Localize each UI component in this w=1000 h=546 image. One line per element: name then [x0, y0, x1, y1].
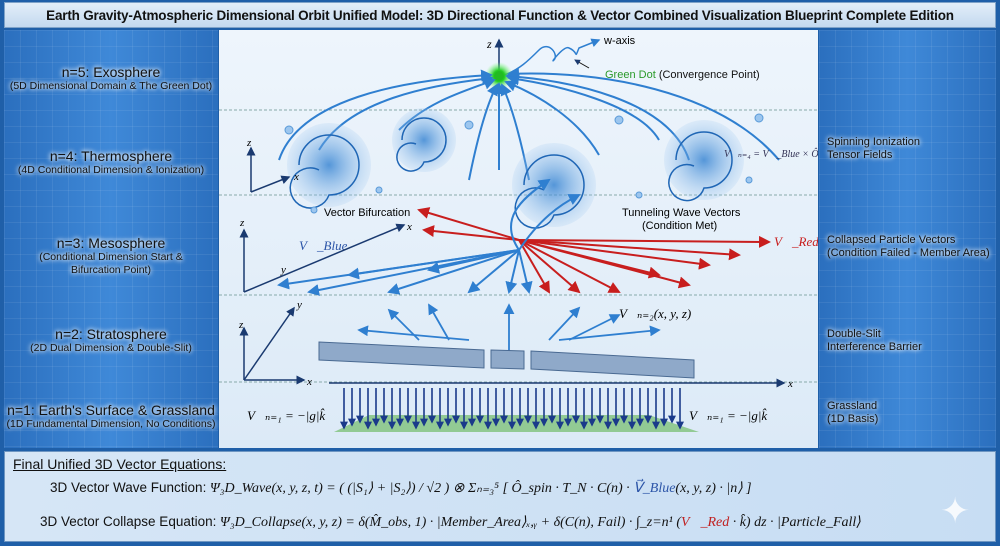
x-label: x	[293, 171, 299, 183]
v-blue-label: V⃗_Blue	[299, 238, 348, 253]
right-label-double-slit: Double-Slit Interference Barrier	[827, 328, 922, 354]
label-line: Interference Barrier	[827, 341, 922, 353]
green-dot-core	[494, 71, 504, 81]
right-label-grassland: Grassland (1D Basis)	[827, 400, 878, 426]
layer-panel-left: n=5: Exosphere (5D Dimensional Domain & T…	[4, 30, 218, 448]
x-axis-n3	[243, 223, 406, 293]
green-dot-label: Green Dot (Convergence Point)	[605, 69, 760, 81]
wave-expr: Ψ₃D_Wave(x, y, z, t) = ( (|S₁⟩ + |S₂⟩) /…	[209, 481, 634, 496]
v-n4-formula: V⃗ₙ₌₄ = V⃗_Blue × Ô_spin	[724, 148, 818, 160]
vector-bifurcation-label: Vector Bifurcation	[324, 207, 410, 219]
pointer-arrow	[574, 59, 590, 69]
layer-heading: n=5: Exosphere	[61, 64, 161, 80]
y-axis-n2	[243, 306, 295, 381]
collapse-expr: Ψ₃D_Collapse(x, y, z) = δ(M̂_obs, 1) · |…	[219, 515, 681, 530]
layer-n4: n=4: Thermosphere (4D Conditional Dimensi…	[4, 148, 218, 177]
tunneling-label: Tunneling Wave Vectors	[622, 207, 741, 219]
equations-panel: Final Unified 3D Vector Equations: 3D Ve…	[4, 451, 996, 542]
condition-met-label: (Condition Met)	[642, 220, 717, 232]
layer-n5: n=5: Exosphere (5D Dimensional Domain & T…	[4, 64, 218, 93]
y-label: y	[296, 299, 302, 311]
layer-sub: (5D Dimensional Domain & The Green Dot)	[9, 80, 213, 92]
page-title: Earth Gravity-Atmospheric Dimensional Or…	[4, 2, 996, 28]
layer-n3: n=3: Mesosphere (Conditional Dimension St…	[4, 235, 218, 277]
collapse-label: 3D Vector Collapse Equation:	[40, 514, 217, 529]
layer-sub: (2D Dual Dimension & Double-Slit)	[30, 342, 192, 354]
v-blue-term: V⃗_Blue	[633, 481, 676, 496]
red-vectors	[417, 207, 771, 294]
layer-sub: (Conditional Dimension Start & Bifurcati…	[39, 251, 183, 276]
gravity-vectors	[340, 388, 684, 430]
layer-n1: n=1: Earth's Surface & Grassland (1D Fund…	[4, 402, 218, 431]
label-line: Tensor Fields	[827, 149, 893, 161]
layer-heading: n=2: Stratosphere	[55, 326, 167, 342]
right-label-spinning: Spinning Ionization Tensor Fields	[827, 136, 920, 162]
z-label: z	[239, 217, 245, 229]
w-axis-label: w-axis	[603, 35, 636, 47]
label-line: Grassland	[827, 400, 878, 412]
label-line: (Condition Failed - Member Area)	[827, 247, 990, 259]
equations-heading: Final Unified 3D Vector Equations:	[13, 456, 227, 472]
label-line: (1D Basis)	[827, 413, 879, 425]
v-red-label: V⃗_Red	[774, 234, 818, 249]
label-line: Double-Slit	[827, 328, 881, 340]
v-red-term: V⃗_Red	[681, 515, 730, 530]
layer-sub: (1D Fundamental Dimension, No Conditions…	[6, 418, 216, 430]
z-label: z	[246, 137, 252, 149]
layer-heading: n=1: Earth's Surface & Grassland	[7, 402, 215, 418]
label-panel-right: Spinning Ionization Tensor Fields Collaps…	[819, 30, 996, 448]
y-label: y	[280, 264, 286, 276]
right-label-collapsed: Collapsed Particle Vectors (Condition Fai…	[827, 234, 990, 260]
z-label: z	[486, 37, 492, 51]
x-label: x	[406, 221, 412, 233]
z-label: z	[238, 319, 244, 331]
collapse-equation: 3D Vector Collapse Equation: Ψ₃D_Collaps…	[40, 514, 862, 531]
label-line: Collapsed Particle Vectors	[827, 234, 956, 246]
blue-vectors	[277, 178, 581, 296]
grassland-plane	[334, 415, 699, 432]
ionization-swirls	[284, 108, 764, 229]
layer-sub: (4D Conditional Dimension & Ionization)	[17, 164, 205, 176]
label-line: Spinning Ionization	[827, 136, 920, 148]
v-n2-formula: V⃗ₙ₌₂(x, y, z)	[619, 306, 691, 321]
layer-heading: n=4: Thermosphere	[49, 148, 173, 164]
x-label: x	[306, 376, 312, 388]
wave-function-label: 3D Vector Wave Function:	[50, 480, 207, 495]
wave-expr-end: (x, y, z) · |n⟩ ]	[675, 481, 752, 496]
layer-heading: n=3: Mesosphere	[56, 235, 166, 251]
v-n1-formula-right: V⃗ₙ₌₁ = −|g|k̂	[689, 408, 767, 423]
sparkle-icon: ✦	[940, 490, 971, 531]
x-axis-n4	[250, 175, 291, 193]
layer-n2: n=2: Stratosphere (2D Dual Dimension & Do…	[4, 326, 218, 355]
w-axis-helix	[503, 38, 601, 76]
diagram-canvas: z w-axis Green Dot (Convergence Point) V…	[219, 30, 840, 448]
green-dot-text: Green Dot	[605, 69, 656, 81]
x-label: x	[787, 378, 793, 390]
wave-function-equation: 3D Vector Wave Function: Ψ₃D_Wave(x, y, …	[50, 480, 752, 497]
convergence-text: (Convergence Point)	[659, 69, 760, 81]
double-slit-barrier	[318, 341, 695, 379]
collapse-expr-end: · k̂) dz · |Particle_Fall⟩	[729, 515, 862, 530]
diagram-svg: z w-axis Green Dot (Convergence Point) V…	[219, 35, 840, 432]
v-n1-formula-left: V⃗ₙ₌₁ = −|g|k̂	[247, 408, 325, 423]
